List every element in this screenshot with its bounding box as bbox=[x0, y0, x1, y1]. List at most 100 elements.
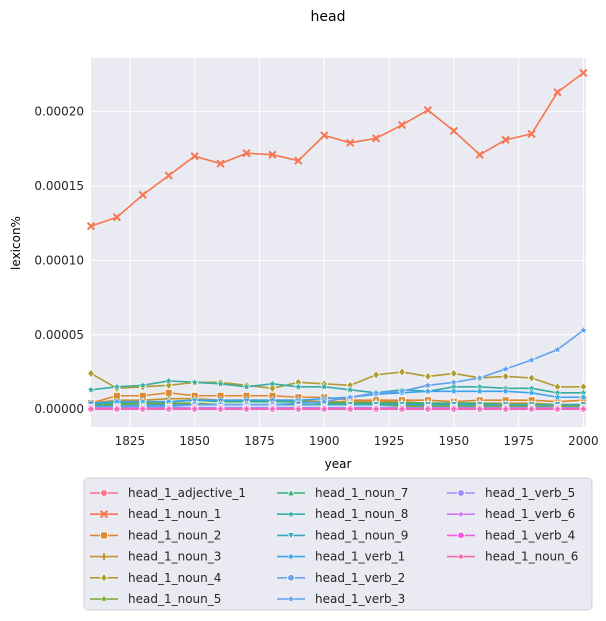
y-axis-label: lexicon% bbox=[9, 216, 23, 270]
data-point bbox=[319, 404, 329, 413]
legend-marker bbox=[457, 531, 465, 540]
data-point bbox=[527, 388, 536, 397]
x-axis-label: year bbox=[325, 457, 352, 471]
legend-label: head_1_verb_2 bbox=[315, 571, 405, 585]
data-point bbox=[138, 380, 148, 390]
plot-area bbox=[91, 58, 586, 427]
legend-marker bbox=[99, 594, 109, 603]
data-point bbox=[423, 380, 433, 390]
series-line-head-1-noun-9 bbox=[91, 403, 584, 407]
legend-item: head_1_noun_3 bbox=[90, 550, 221, 564]
y-tick-label: 0.00000 bbox=[34, 402, 84, 416]
data-point bbox=[501, 135, 510, 144]
data-point bbox=[112, 404, 122, 413]
legend-item: head_1_noun_7 bbox=[277, 486, 408, 500]
data-point bbox=[86, 222, 96, 231]
x-tick-label: 1925 bbox=[374, 434, 405, 448]
legend-marker bbox=[457, 489, 465, 497]
y-axis: 0.00000 0.00005 0.00010 0.00015 0.00020 bbox=[34, 105, 84, 417]
legend-marker bbox=[456, 509, 466, 518]
data-point bbox=[553, 404, 562, 413]
legend-label: head_1_noun_3 bbox=[128, 550, 221, 564]
series-line-head-1-noun-3 bbox=[90, 397, 584, 406]
series-line-head-1-verb-1 bbox=[90, 390, 584, 404]
data-point bbox=[371, 404, 381, 413]
data-point bbox=[423, 404, 433, 413]
y-tick-label: 0.00020 bbox=[34, 105, 84, 119]
data-point bbox=[345, 392, 355, 402]
legend-item: head_1_noun_8 bbox=[277, 507, 408, 521]
data-point bbox=[475, 386, 485, 396]
legend-label: head_1_adjective_1 bbox=[128, 486, 246, 500]
data-point bbox=[112, 382, 122, 391]
data-point bbox=[190, 152, 199, 161]
legend-label: head_1_noun_2 bbox=[128, 528, 221, 542]
data-point bbox=[190, 404, 200, 413]
data-point bbox=[501, 404, 511, 413]
data-point bbox=[372, 370, 380, 380]
data-point bbox=[164, 376, 174, 385]
data-point bbox=[475, 373, 485, 382]
data-point bbox=[501, 364, 511, 373]
legend-marker bbox=[456, 551, 466, 561]
legend-label: head_1_noun_7 bbox=[315, 486, 408, 500]
data-point bbox=[319, 382, 329, 391]
legend-box bbox=[83, 477, 593, 611]
y-tick-label: 0.00005 bbox=[34, 328, 84, 342]
data-point bbox=[527, 404, 536, 413]
data-point bbox=[423, 371, 432, 382]
legend-item: head_1_noun_9 bbox=[277, 528, 408, 542]
legend-item: head_1_verb_2 bbox=[277, 571, 405, 585]
y-tick-label: 0.00010 bbox=[34, 253, 84, 267]
legend-marker bbox=[286, 488, 296, 497]
legend-item: head_1_noun_5 bbox=[90, 592, 221, 606]
legend-label: head_1_noun_6 bbox=[485, 550, 578, 564]
legend-label: head_1_verb_4 bbox=[485, 528, 575, 542]
x-tick-label: 1900 bbox=[309, 434, 340, 448]
series-markers bbox=[86, 68, 588, 413]
data-point bbox=[164, 388, 173, 397]
data-point bbox=[423, 386, 433, 396]
data-point bbox=[293, 382, 303, 391]
legend-item: head_1_noun_4 bbox=[90, 571, 221, 585]
series-line-head-1-verb-3 bbox=[90, 329, 584, 409]
data-point bbox=[527, 129, 536, 138]
data-point bbox=[553, 392, 562, 402]
data-point bbox=[345, 404, 355, 413]
data-point bbox=[397, 120, 407, 130]
grid-lines bbox=[91, 58, 586, 427]
legend-item: head_1_verb_4 bbox=[447, 528, 575, 542]
legend-item: head_1_noun_2 bbox=[90, 528, 221, 542]
data-point bbox=[216, 159, 225, 168]
data-point bbox=[216, 404, 226, 413]
legend-marker bbox=[99, 510, 109, 519]
legend-marker bbox=[287, 573, 295, 582]
data-point bbox=[268, 150, 277, 159]
legend-marker bbox=[100, 553, 108, 560]
data-point bbox=[267, 404, 277, 413]
data-point bbox=[242, 382, 251, 391]
legend-label: head_1_noun_1 bbox=[128, 507, 221, 521]
legend-item: head_1_noun_6 bbox=[447, 550, 578, 564]
legend-item: head_1_verb_6 bbox=[447, 507, 575, 521]
data-point bbox=[371, 134, 381, 143]
data-point bbox=[475, 150, 484, 159]
data-point bbox=[449, 386, 459, 396]
data-point bbox=[501, 371, 510, 382]
legend-marker bbox=[100, 531, 108, 540]
legend-label: head_1_noun_4 bbox=[128, 571, 221, 585]
x-tick-label: 1825 bbox=[115, 434, 146, 448]
data-point bbox=[86, 385, 96, 394]
legend-item: head_1_verb_3 bbox=[277, 592, 405, 606]
legend-label: head_1_verb_6 bbox=[485, 507, 575, 521]
legend-marker bbox=[286, 551, 296, 561]
data-point bbox=[242, 404, 251, 413]
series-line-head-1-noun-1 bbox=[90, 72, 584, 227]
legend-marker bbox=[286, 509, 296, 518]
data-point bbox=[449, 368, 458, 379]
data-point bbox=[553, 88, 562, 97]
legend-item: head_1_verb_5 bbox=[447, 486, 575, 500]
x-tick-label: 1950 bbox=[439, 434, 470, 448]
data-point bbox=[578, 325, 588, 335]
